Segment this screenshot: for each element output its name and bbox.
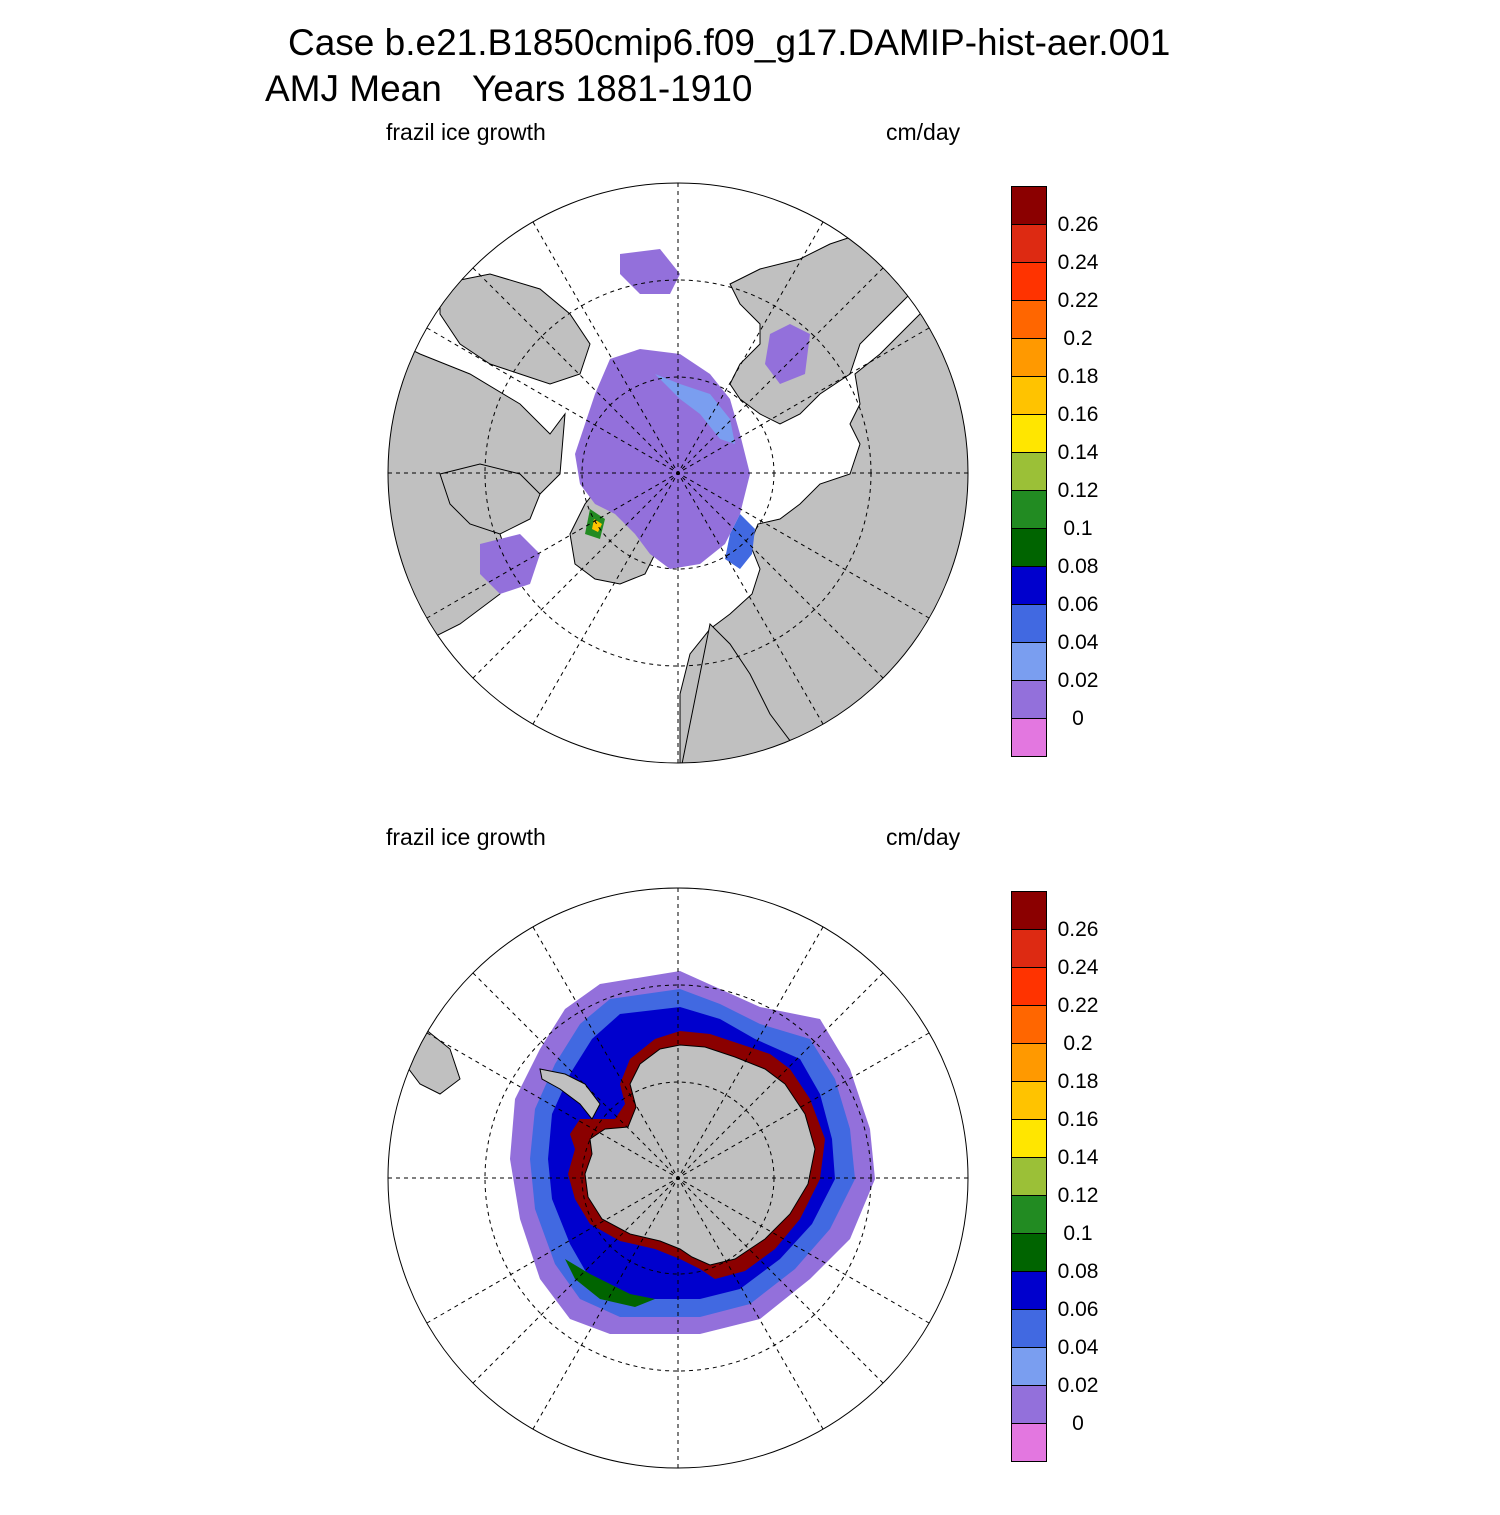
colorbar-tick-label: 0.02 (1057, 669, 1099, 692)
colorbar-swatch (1011, 642, 1047, 680)
colorbar-swatch (1011, 1043, 1047, 1081)
colorbar-swatch (1011, 490, 1047, 528)
colorbar-swatch (1011, 1385, 1047, 1423)
colorbar-swatch (1011, 1233, 1047, 1271)
figure-title-line-1: Case b.e21.B1850cmip6.f09_g17.DAMIP-hist… (288, 22, 1171, 63)
colorbar-swatch (1011, 967, 1047, 1005)
colorbar-swatch (1011, 566, 1047, 604)
colorbar-swatch (1011, 338, 1047, 376)
graticule (388, 183, 968, 763)
colorbar-tick-label: 0.2 (1063, 327, 1093, 350)
colorbar-swatch (1011, 528, 1047, 566)
colorbar-tick-label: 0.2 (1063, 1032, 1093, 1055)
colorbar-tick-label: 0.18 (1057, 365, 1099, 388)
colorbar-swatch (1011, 1271, 1047, 1309)
colorbar-swatch (1011, 300, 1047, 338)
colorbar-swatch (1011, 718, 1047, 757)
colorbar-swatch (1011, 1157, 1047, 1195)
alaska-land (439, 273, 591, 385)
colorbar-swatch (1011, 224, 1047, 262)
colorbar-swatch (1011, 1347, 1047, 1385)
colorbar-swatch (1011, 680, 1047, 718)
colorbar-tick-label: 0.02 (1057, 1374, 1099, 1397)
barents-frazil (655, 374, 735, 444)
europe-land (679, 622, 841, 763)
colorbar-swatch (1011, 1119, 1047, 1157)
colorbar-swatch (1011, 1309, 1047, 1347)
panel-south: frazil ice growth cm/day (0, 815, 1500, 1515)
colorbar-swatch (1011, 186, 1047, 224)
map-boundary (387, 182, 969, 764)
greenland-sea-frazil (725, 514, 755, 569)
hudson-frazil (480, 534, 540, 594)
colorbar-south: 0.26 0.24 0.22 0.2 0.18 0.16 0.14 0.12 0.1 0.08 0.… (1011, 891, 1098, 1462)
colorbar-tick-label: 0.16 (1057, 403, 1099, 426)
colorbar-tick-label: 0.08 (1057, 1260, 1099, 1283)
colorbar-swatch (1011, 414, 1047, 452)
units-label: cm/day (886, 119, 961, 145)
south-polar-map (387, 887, 969, 1469)
colorbar-tick-label: 0.18 (1057, 1070, 1099, 1093)
colorbar-tick-label: 0.24 (1057, 956, 1099, 979)
colorbar-swatch (1011, 452, 1047, 490)
okhotsk-frazil (620, 249, 680, 294)
colorbar-swatch (1011, 929, 1047, 967)
colorbar-tick-label: 0.26 (1057, 213, 1099, 236)
colorbar-swatch (1011, 262, 1047, 300)
colorbar-tick-label: 0.14 (1057, 441, 1099, 464)
colorbar-tick-label: 0.04 (1057, 1336, 1099, 1359)
colorbar-tick-label: 0.12 (1057, 1184, 1099, 1207)
variable-label: frazil ice growth (386, 119, 546, 145)
colorbar-tick-label: 0 (1072, 1412, 1084, 1435)
colorbar-tick-label: 0.16 (1057, 1108, 1099, 1131)
colorbar-tick-label: 0.1 (1063, 1222, 1093, 1245)
units-label: cm/day (886, 824, 961, 850)
colorbar-tick-label: 0.24 (1057, 251, 1099, 274)
colorbar-tick-label: 0.1 (1063, 517, 1093, 540)
colorbar-swatch (1011, 604, 1047, 642)
colorbar-tick-label: 0.14 (1057, 1146, 1099, 1169)
colorbar-tick-label: 0.22 (1057, 994, 1099, 1017)
colorbar-tick-label: 0.22 (1057, 289, 1099, 312)
north-polar-map (387, 182, 969, 764)
antarctic-peninsula-land (539, 1068, 601, 1120)
colorbar-swatch (1011, 891, 1047, 929)
colorbar-tick-label: 0.12 (1057, 479, 1099, 502)
colorbar-tick-label: 0 (1072, 707, 1084, 730)
colorbar-tick-label: 0.06 (1057, 1298, 1099, 1321)
bering-frazil (765, 324, 810, 384)
canada-arctic-land (439, 463, 541, 535)
colorbar-swatch (1011, 376, 1047, 414)
colorbar-swatch (1011, 1195, 1047, 1233)
figure-title-line-2: AMJ Mean Years 1881-1910 (265, 68, 753, 109)
graticule (388, 888, 968, 1468)
colorbar-tick-label: 0.08 (1057, 555, 1099, 578)
panel-north: frazil ice growth cm/day (0, 110, 1500, 810)
colorbar-tick-label: 0.04 (1057, 631, 1099, 654)
colorbar-swatch (1011, 1081, 1047, 1119)
variable-label: frazil ice growth (386, 824, 546, 850)
colorbar-swatch (1011, 1005, 1047, 1043)
map-boundary (387, 887, 969, 1469)
colorbar-north: 0.26 0.24 0.22 0.2 0.18 0.16 0.14 0.12 0.1 0.08 0.… (1011, 186, 1098, 757)
frazil-ring-0.08 (565, 1259, 655, 1307)
colorbar-tick-label: 0.06 (1057, 593, 1099, 616)
colorbar-swatch (1011, 1423, 1047, 1462)
antarctica-land (584, 1044, 816, 1266)
colorbar-tick-label: 0.26 (1057, 918, 1099, 941)
